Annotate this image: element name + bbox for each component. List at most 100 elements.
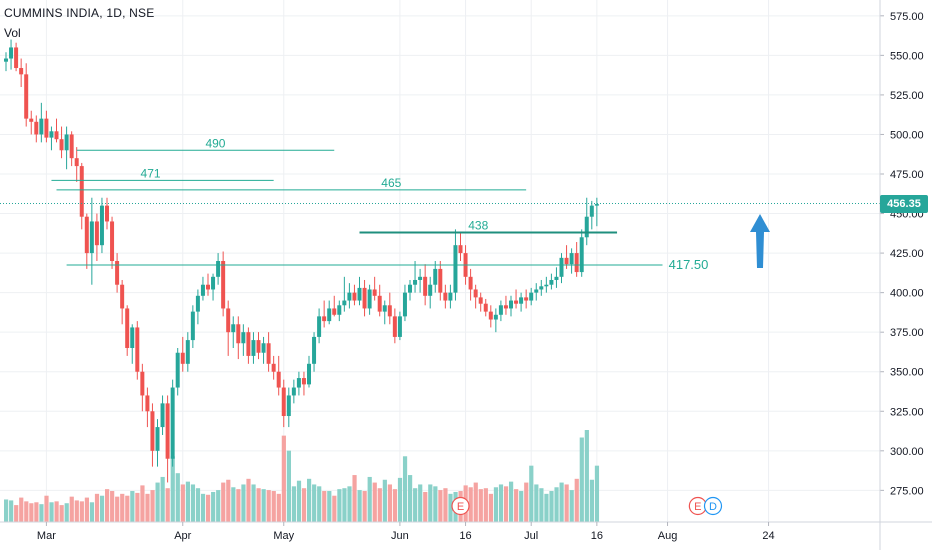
- volume-bar: [478, 489, 483, 522]
- volume-bar: [19, 497, 24, 522]
- volume-bar: [281, 435, 286, 522]
- volume-bar: [559, 482, 564, 522]
- volume-bar: [110, 491, 115, 522]
- candle-body: [29, 118, 34, 122]
- trend-line-label: 465: [381, 176, 401, 190]
- y-tick-label: 575.00: [890, 11, 924, 23]
- event-marker-label: E: [457, 501, 464, 513]
- volume-bar: [503, 486, 509, 522]
- volume-bar: [74, 500, 79, 522]
- volume-bar: [251, 484, 256, 522]
- y-tick-label: 350.00: [890, 367, 924, 379]
- volume-bar: [509, 481, 514, 522]
- candle-body: [579, 237, 584, 273]
- event-marker: [451, 496, 470, 516]
- volume-bar: [236, 489, 241, 522]
- volume-bar: [574, 478, 579, 522]
- volume-bar: [362, 491, 367, 522]
- candle-body: [559, 257, 564, 277]
- volume-bar: [539, 488, 544, 522]
- volume-bar: [145, 493, 150, 522]
- volume-bar: [534, 484, 539, 522]
- volume-bar: [594, 465, 600, 522]
- candle-body: [79, 166, 84, 217]
- volume-bar: [296, 480, 302, 522]
- candle-body: [99, 205, 104, 246]
- candle-body: [367, 289, 372, 309]
- candle-body: [84, 216, 89, 254]
- volume-bar: [59, 505, 64, 522]
- candle-body: [498, 305, 503, 315]
- candle-body: [19, 68, 24, 75]
- candle-body: [509, 300, 513, 309]
- candle-body: [281, 387, 286, 417]
- volume-bar: [312, 484, 317, 522]
- y-tick-label: 325.00: [890, 406, 924, 418]
- volume-bars: [4, 430, 600, 522]
- volume-bar: [246, 478, 251, 522]
- candle-body: [271, 363, 276, 372]
- candle-body: [200, 284, 205, 296]
- volume-bar: [524, 482, 529, 522]
- volume-bar: [301, 488, 307, 522]
- volume-bar: [14, 505, 19, 522]
- candle-body: [266, 343, 271, 364]
- candle-body: [155, 427, 160, 451]
- x-tick-label: 16: [459, 530, 471, 542]
- volume-bar: [241, 484, 246, 522]
- candle-body: [74, 158, 79, 167]
- volume-bar: [357, 490, 362, 522]
- candle-body: [307, 363, 311, 385]
- volume-bar: [514, 489, 519, 522]
- volume-bar: [185, 481, 190, 522]
- volume-bar: [190, 484, 196, 522]
- candle-body: [458, 245, 463, 254]
- candle-body: [514, 300, 519, 304]
- candle-body: [125, 308, 130, 348]
- up-arrow-icon: [750, 214, 770, 268]
- candle-body: [150, 411, 155, 451]
- volume-bar: [382, 479, 387, 522]
- volume-bar: [397, 477, 403, 522]
- volume-bar: [423, 491, 428, 522]
- volume-bar: [135, 492, 140, 522]
- volume-bar: [413, 488, 418, 522]
- candle-body: [145, 395, 150, 412]
- candle-body: [4, 58, 8, 62]
- volume-bar: [261, 489, 266, 522]
- y-tick-label: 400.00: [890, 288, 924, 300]
- candle-body: [478, 297, 483, 304]
- volume-bar: [120, 493, 125, 522]
- volume-bar: [24, 501, 29, 522]
- candle-body: [347, 292, 352, 301]
- volume-bar: [29, 503, 34, 522]
- volume-bar: [569, 490, 574, 522]
- volume-bar: [54, 501, 59, 522]
- volume-bar: [256, 488, 261, 522]
- candle-body: [241, 332, 246, 344]
- y-tick-label: 475.00: [890, 169, 924, 181]
- candle-body: [377, 295, 382, 312]
- candle-body: [342, 300, 347, 306]
- volume-bar: [589, 479, 594, 522]
- volume-bar: [49, 502, 54, 522]
- volume-bar: [140, 485, 145, 522]
- candle-body: [69, 134, 74, 159]
- candle-body: [569, 253, 574, 265]
- volume-bar: [160, 476, 165, 522]
- volume-bar: [473, 482, 478, 522]
- volume-bar: [216, 490, 221, 522]
- candle-body: [503, 305, 508, 309]
- candle-body: [296, 378, 301, 388]
- time-axis: Mar Apr May Jun 16 Jul 16 Aug 24: [0, 521, 932, 542]
- candle-body: [89, 221, 94, 254]
- candle-body: [286, 395, 291, 417]
- volume-bar: [39, 504, 44, 522]
- volume-bar: [175, 473, 180, 522]
- candle-body: [226, 308, 231, 333]
- last-price-badge: 456.35: [880, 194, 928, 213]
- candle-body: [206, 284, 210, 290]
- candle-body: [231, 324, 236, 333]
- candle-body: [312, 336, 317, 364]
